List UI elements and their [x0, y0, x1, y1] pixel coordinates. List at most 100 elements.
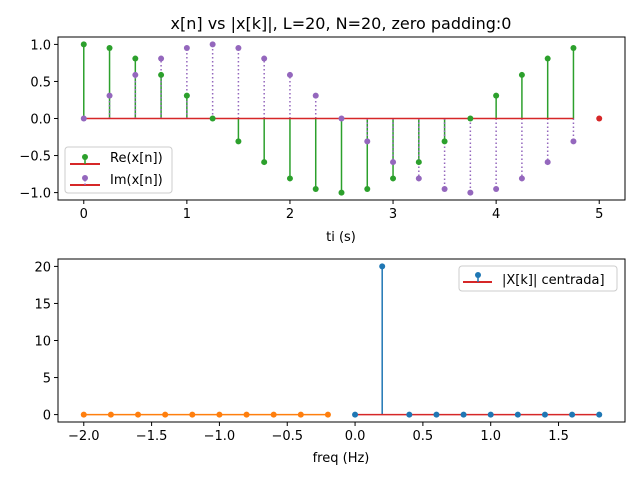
re-marker: [80, 41, 87, 48]
legend-x-marker: [475, 272, 481, 278]
axes-frame: [57, 258, 626, 423]
re-marker: [518, 71, 525, 78]
legend-re-marker: [82, 154, 88, 160]
negative-freq-marker: [80, 411, 87, 418]
im-marker: [209, 41, 216, 48]
y-tick-label: 0.5: [30, 75, 51, 90]
im-marker: [415, 175, 422, 182]
im-marker: [80, 115, 87, 122]
x-tick-label: −1.0: [204, 429, 236, 444]
x-tick-label: 0.5: [413, 429, 434, 444]
x-tick-label: 0: [80, 207, 88, 222]
positive-freq-marker: [406, 411, 413, 418]
re-marker: [467, 115, 474, 122]
axes-frame: [57, 36, 626, 201]
legend-re-label: Re(x[n]): [110, 151, 163, 166]
top-x-axis-label: ti (s): [326, 230, 356, 245]
im-marker: [158, 55, 165, 62]
im-marker: [570, 138, 577, 145]
y-tick-label: 10: [34, 335, 51, 350]
x-tick-label: 2: [286, 207, 294, 222]
im-marker: [338, 115, 345, 122]
re-marker: [441, 138, 448, 145]
y-tick-label: −1.0: [19, 187, 51, 202]
im-marker: [261, 55, 268, 62]
negative-freq-marker: [162, 411, 169, 418]
y-tick-label: −0.5: [19, 150, 51, 165]
top-legend: Re(x[n]) Im(x[n]): [64, 146, 173, 194]
extra-point-marker: [596, 115, 603, 122]
im-marker: [132, 71, 139, 78]
re-marker: [570, 45, 577, 52]
y-tick-label: 0.0: [30, 113, 51, 128]
re-marker: [209, 115, 216, 122]
re-marker: [415, 159, 422, 166]
im-marker: [286, 71, 293, 78]
x-tick-label: −1.5: [136, 429, 168, 444]
re-marker: [261, 159, 268, 166]
negative-freq-marker: [270, 411, 277, 418]
negative-freq-marker: [135, 411, 142, 418]
y-tick-label: 20: [34, 260, 51, 275]
bottom-plot: −2.0 −1.5 −1.0 −0.5 0.0 0.5 1.0 1.5 0 5 10 15 20: [34, 258, 626, 444]
negative-freq-marker: [297, 411, 304, 418]
re-marker: [390, 175, 397, 182]
bottom-legend: |X[k]| centrada]: [458, 265, 618, 292]
re-marker: [132, 55, 139, 62]
x-tick-label: 1: [183, 207, 191, 222]
positive-freq-marker: [460, 411, 467, 418]
re-marker: [364, 185, 371, 192]
im-marker: [441, 185, 448, 192]
im-marker: [390, 159, 397, 166]
x-tick-label: 5: [595, 207, 603, 222]
x-tick-label: 0.0: [345, 429, 366, 444]
im-marker: [493, 185, 500, 192]
legend-im-label: Im(x[n]): [110, 173, 163, 188]
positive-freq-marker: [487, 411, 494, 418]
re-marker: [286, 175, 293, 182]
re-marker: [312, 185, 319, 192]
re-marker: [338, 189, 345, 196]
negative-freq-marker: [324, 411, 331, 418]
im-marker: [467, 189, 474, 196]
re-marker: [183, 92, 190, 99]
im-marker: [106, 92, 113, 99]
top-plot: 0 1 2 3 4 5 1.0 0.5 0.0 −0.5 −1.0: [19, 36, 626, 222]
re-marker: [158, 71, 165, 78]
y-tick-label: 5: [43, 372, 51, 387]
im-marker: [183, 45, 190, 52]
positive-freq-marker: [433, 411, 440, 418]
re-marker: [493, 92, 500, 99]
negative-freq-marker: [189, 411, 196, 418]
x-tick-label: −0.5: [271, 429, 303, 444]
y-tick-label: 1.0: [30, 38, 51, 53]
im-marker: [544, 159, 551, 166]
negative-freq-marker: [216, 411, 223, 418]
positive-freq-marker: [541, 411, 548, 418]
negative-freq-marker: [243, 411, 250, 418]
x-tick-label: 4: [492, 207, 500, 222]
top-chart-title: x[n] vs |x[k]|, L=20, N=20, zero padding…: [171, 14, 512, 33]
x-tick-label: −2.0: [68, 429, 100, 444]
im-marker: [518, 175, 525, 182]
positive-freq-marker: [379, 263, 386, 270]
bottom-x-axis-label: freq (Hz): [313, 451, 370, 466]
positive-freq-marker: [596, 411, 603, 418]
im-marker: [364, 138, 371, 145]
legend-x-label: |X[k]| centrada]: [502, 273, 605, 288]
x-tick-label: 1.0: [480, 429, 501, 444]
x-tick-label: 1.5: [548, 429, 569, 444]
y-tick-label: 0: [43, 409, 51, 424]
positive-freq-marker: [352, 411, 359, 418]
im-marker: [312, 92, 319, 99]
legend-im-marker: [82, 175, 88, 181]
positive-freq-marker: [514, 411, 521, 418]
re-marker: [106, 45, 113, 52]
positive-freq-marker: [569, 411, 576, 418]
re-marker: [235, 138, 242, 145]
x-tick-label: 3: [389, 207, 397, 222]
re-marker: [544, 55, 551, 62]
im-marker: [235, 45, 242, 52]
negative-freq-marker: [107, 411, 114, 418]
